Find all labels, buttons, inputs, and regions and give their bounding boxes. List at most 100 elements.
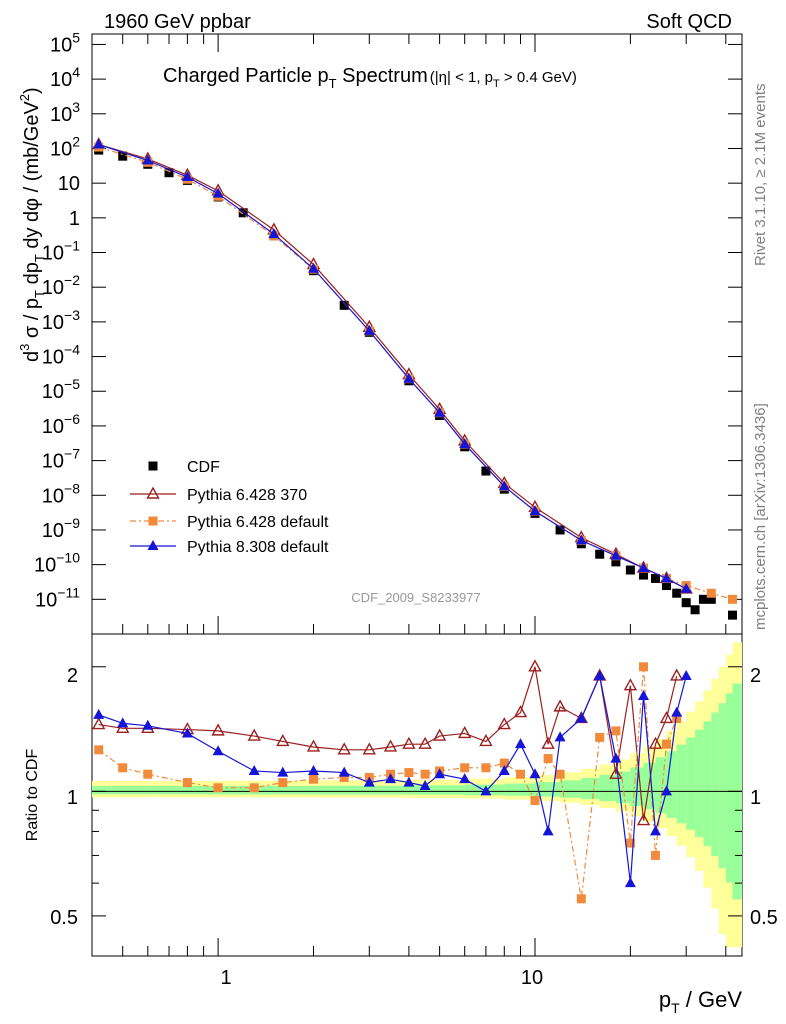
ratio-tick-label-right-1: 1 — [750, 787, 761, 809]
ratio-point — [541, 736, 555, 749]
data-point — [118, 151, 128, 161]
ratio-point — [639, 662, 649, 672]
ratio-band-green — [686, 737, 696, 830]
main-y-tick-label-exp: −4 — [64, 342, 80, 358]
ratio-point — [671, 706, 683, 717]
ratio-point — [419, 780, 431, 791]
data-point — [498, 480, 510, 491]
ratio-point — [249, 783, 259, 793]
main-y-tick-label: 10−9 — [42, 515, 80, 542]
main-y-tick-label-base: 10 — [50, 34, 72, 56]
ratio-tick-label-0.5: 0.5 — [50, 907, 78, 929]
main-y-tick-label-base: 10 — [58, 173, 80, 195]
data-point — [728, 594, 738, 604]
ratio-point — [248, 764, 260, 775]
data-point — [690, 605, 700, 615]
data-point — [268, 228, 280, 239]
data-point — [434, 406, 446, 417]
legend-item: Pythia 6.428 370 — [130, 486, 307, 504]
ratio-point — [418, 736, 432, 749]
ratio-band-green — [560, 780, 582, 798]
ratio-point — [247, 728, 261, 741]
ratio-point — [118, 763, 128, 773]
ratio-point — [515, 769, 525, 779]
ratio-point — [662, 739, 672, 749]
ratio-point — [623, 678, 638, 691]
ratio-point — [554, 731, 566, 742]
data-point — [610, 549, 622, 560]
data-point — [339, 300, 349, 310]
ratio-point — [117, 717, 129, 728]
data-point — [706, 588, 716, 598]
ratio-point — [143, 769, 153, 779]
main-y-tick-label-exp: −9 — [64, 515, 80, 531]
ratio-point — [636, 813, 651, 826]
ratio-point — [575, 712, 587, 723]
ratio-point — [479, 733, 493, 747]
main-y-tick-label-exp: −3 — [64, 307, 80, 323]
main-y-tick-label: 102 — [50, 133, 80, 160]
data-point — [212, 187, 224, 198]
ratio-point — [459, 773, 471, 784]
main-title-rest: Spectrum — [337, 65, 428, 87]
main-y-tick-label-exp: −11 — [57, 584, 80, 600]
ratio-series-pythia-8-308-default — [93, 669, 692, 888]
ratio-line — [98, 673, 687, 884]
ratio-point — [337, 742, 351, 755]
main-y-tick-label-base: 10 — [42, 243, 64, 265]
x-ticks — [91, 34, 727, 956]
main-y-tick-label-exp: 4 — [72, 64, 80, 80]
data-point — [611, 557, 621, 567]
ratio-point — [672, 713, 682, 723]
legend-marker — [148, 461, 158, 471]
ratio-point — [181, 727, 193, 738]
main-y-tick-label: 10−2 — [42, 272, 80, 299]
ratio-point — [498, 764, 510, 775]
main-y-tick-label-base: 10 — [35, 589, 57, 611]
ratio-point — [93, 708, 105, 719]
legend-label: Pythia 6.428 370 — [187, 487, 307, 504]
data-point — [698, 594, 708, 604]
data-point — [142, 154, 154, 165]
main-y-tick-label: 105 — [50, 29, 80, 56]
ratio-point — [529, 768, 541, 779]
ratio-point — [624, 877, 636, 888]
ratio-point — [542, 825, 554, 836]
ratio-point — [383, 739, 398, 752]
ratio-point — [212, 745, 224, 756]
series-pythia-8-308-default — [93, 138, 692, 593]
ratio-band-green — [666, 751, 677, 818]
ratio-point — [362, 742, 376, 755]
data-point — [681, 598, 691, 608]
main-y-tick-label-base: 1 — [69, 208, 80, 230]
main-y-tick-label-base: 10 — [50, 138, 72, 160]
ratio-y-ticks — [92, 666, 742, 917]
legend: CDF Pythia 6.428 370 Pythia 6.428 default P… — [130, 459, 329, 556]
legend-label: Pythia 6.428 default — [187, 514, 329, 531]
ratio-point — [543, 754, 553, 764]
analysis-tag: CDF_2009_S8233977 — [351, 590, 480, 605]
ratio-point — [402, 736, 416, 749]
data-point — [181, 171, 193, 182]
data-point — [164, 168, 174, 178]
ratio-point — [499, 758, 509, 768]
ratio-band-green — [599, 775, 616, 801]
legend-label: CDF — [187, 459, 220, 476]
ratio-point — [659, 711, 674, 724]
legend-marker — [146, 486, 160, 499]
ratio-point — [610, 752, 622, 763]
legend-item: Pythia 8.308 default — [130, 539, 329, 556]
ratio-point — [513, 705, 528, 718]
data-point — [459, 438, 471, 449]
data-point — [555, 525, 565, 535]
data-point — [238, 208, 248, 218]
ratio-point — [611, 726, 621, 736]
x-tick-label-10: 10 — [521, 967, 543, 989]
data-point — [650, 573, 660, 583]
series-pythia-6-428-370 — [92, 137, 693, 594]
ratio-band-green — [218, 785, 314, 795]
ratio-point — [276, 733, 290, 747]
main-y-tick-label-base: 10 — [42, 451, 64, 473]
ratio-point — [213, 783, 223, 793]
